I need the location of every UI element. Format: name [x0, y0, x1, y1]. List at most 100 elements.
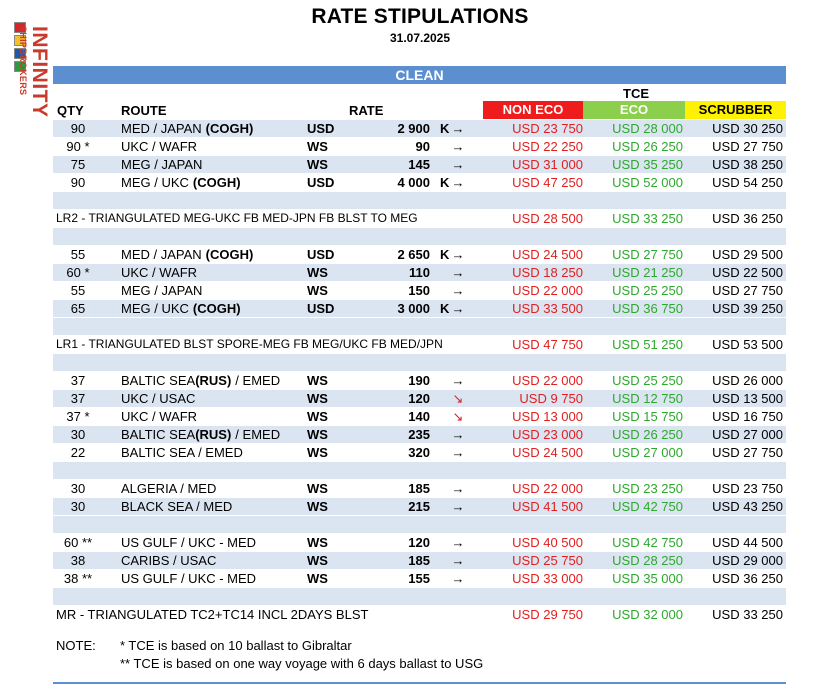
scrubber-value: USD 44 500 — [712, 535, 783, 550]
rate-value: 110 — [409, 265, 430, 280]
triangulated-row: LR2 - TRIANGULATED MEG-UKC FB MED-JPN FB… — [53, 210, 786, 227]
table-row: 30 BLACK SEA / MED WS 215 → USD 41 500 USD 42 … — [53, 498, 786, 515]
rate-header: RATE — [349, 103, 384, 118]
eco-value: USD 12 750 — [612, 391, 683, 406]
rate-value: 145 — [408, 157, 430, 172]
rate-multiplier: K — [440, 175, 450, 190]
scrubber-value: USD 16 750 — [712, 409, 783, 424]
qty-cell: 60 * — [66, 265, 90, 280]
eco-value: USD 32 000 — [612, 607, 683, 622]
rate-unit: WS — [307, 139, 328, 154]
trend-flat-icon: → — [451, 121, 465, 136]
route-cell: MEG / JAPAN — [121, 282, 202, 299]
qty-cell: 30 — [70, 499, 86, 514]
eco-value: USD 52 000 — [612, 175, 683, 190]
non-eco-value: USD 33 500 — [512, 301, 583, 316]
route-cell: MEG / UKC (COGH) — [121, 300, 241, 317]
route-name: BALTIC SEA — [121, 427, 196, 442]
eco-value: USD 42 750 — [612, 535, 683, 550]
route-name: US GULF / UKC - MED — [121, 571, 257, 586]
route-cell: ALGERIA / MED — [121, 480, 216, 497]
spacer-row — [53, 462, 786, 479]
route-cell: MED / JAPAN (COGH) — [121, 246, 253, 263]
trend-flat-icon: → — [451, 535, 465, 550]
eco-value: USD 28 250 — [612, 553, 683, 568]
spacer-row — [53, 588, 786, 605]
non-eco-value: USD 23 750 — [512, 121, 583, 136]
trend-flat-icon: → — [451, 301, 465, 316]
eco-value: USD 27 750 — [612, 247, 683, 262]
eco-value: USD 25 250 — [612, 283, 683, 298]
rate-value: 185 — [408, 553, 430, 568]
scrubber-value: USD 23 750 — [712, 481, 783, 496]
qty-cell: 90 * — [66, 139, 90, 154]
table-row: 37 UKC / USAC WS 120 ↘ USD 9 750 USD 12 750 USD… — [53, 390, 786, 407]
route-name: ALGERIA / MED — [121, 481, 217, 496]
trend-flat-icon: → — [451, 481, 465, 496]
table-row: 30 ALGERIA / MED WS 185 → USD 22 000 USD 23 25… — [53, 480, 786, 497]
scrubber-value: USD 27 750 — [712, 139, 783, 154]
route-destination: / EMED — [235, 427, 281, 442]
non-eco-value: USD 47 250 — [512, 175, 583, 190]
eco-value: USD 15 750 — [612, 409, 683, 424]
rate-unit: WS — [307, 391, 328, 406]
route-cell: US GULF / UKC - MED — [121, 570, 256, 587]
scrubber-value: USD 39 250 — [712, 301, 783, 316]
route-cell: MED / JAPAN (COGH) — [121, 120, 253, 137]
route-name: CARIBS / USAC — [121, 553, 217, 568]
rate-multiplier: K — [440, 247, 450, 262]
qty-cell: 38 — [70, 553, 86, 568]
non-eco-value: USD 22 000 — [512, 373, 583, 388]
rate-value: 2 900 — [397, 121, 430, 136]
note-line-1: * TCE is based on 10 ballast to Gibralta… — [120, 638, 352, 653]
eco-value: USD 33 250 — [612, 211, 683, 226]
table-row: 60 * UKC / WAFR WS 110 → USD 18 250 USD 21 250… — [53, 264, 786, 281]
route-qualifier: (RUS) — [195, 427, 232, 442]
qty-cell: 30 — [70, 427, 86, 442]
route-name: US GULF / UKC - MED — [121, 535, 257, 550]
non-eco-value: USD 24 500 — [512, 247, 583, 262]
rate-value: 4 000 — [397, 175, 430, 190]
trend-down-icon: ↘ — [452, 391, 464, 406]
route-name: BLACK SEA / MED — [121, 499, 233, 514]
route-cell: UKC / WAFR — [121, 408, 197, 425]
qty-cell: 60 ** — [63, 535, 93, 550]
non-eco-value: USD 9 750 — [519, 391, 583, 406]
route-cell: BALTIC SEA(RUS) / EMED — [121, 426, 280, 443]
table-row: 55 MEG / JAPAN WS 150 → USD 22 000 USD 25 250 U… — [53, 282, 786, 299]
trend-flat-icon: → — [451, 553, 465, 568]
route-cell: BLACK SEA / MED — [121, 498, 232, 515]
qty-cell: 75 — [70, 157, 86, 172]
trend-flat-icon: → — [451, 571, 465, 586]
trend-flat-icon: → — [451, 139, 465, 154]
non-eco-value: USD 23 000 — [512, 427, 583, 442]
eco-header: ECO — [583, 101, 685, 119]
table-row: 38 ** US GULF / UKC - MED WS 155 → USD 33 000… — [53, 570, 786, 587]
non-eco-value: USD 22 000 — [512, 481, 583, 496]
table-row: 38 CARIBS / USAC WS 185 → USD 25 750 USD 28 25… — [53, 552, 786, 569]
section-header: CLEAN — [53, 66, 786, 84]
scrubber-value: USD 29 500 — [712, 247, 783, 262]
table-row: 55 MED / JAPAN (COGH) USD 2 650 K → USD 24 500 U… — [53, 246, 786, 263]
route-cell: UKC / USAC — [121, 390, 195, 407]
eco-value: USD 35 250 — [612, 157, 683, 172]
rate-value: 90 — [415, 139, 430, 154]
table-row: 65 MEG / UKC (COGH) USD 3 000 K → USD 33 500 USD… — [53, 300, 786, 317]
scrubber-header: SCRUBBER — [685, 101, 786, 119]
route-destination: / EMED — [235, 373, 281, 388]
route-name: BALTIC SEA — [121, 373, 196, 388]
qty-cell: 37 — [70, 391, 86, 406]
rate-value: 215 — [408, 499, 430, 514]
scrubber-value: USD 36 250 — [712, 211, 783, 226]
route-name: UKC / WAFR — [121, 409, 198, 424]
trend-flat-icon: → — [451, 427, 465, 442]
rate-unit: WS — [307, 481, 328, 496]
trend-flat-icon: → — [451, 445, 465, 460]
non-eco-value: USD 31 000 — [512, 157, 583, 172]
non-eco-value: USD 41 500 — [512, 499, 583, 514]
rate-value: 235 — [408, 427, 430, 442]
spacer-row — [53, 318, 786, 335]
note-line-2: ** TCE is based on one way voyage with 6… — [120, 656, 484, 671]
non-eco-value: USD 22 250 — [512, 139, 583, 154]
triangulated-row: MR - TRIANGULATED TC2+TC14 INCL 2DAYS BL… — [53, 606, 786, 623]
